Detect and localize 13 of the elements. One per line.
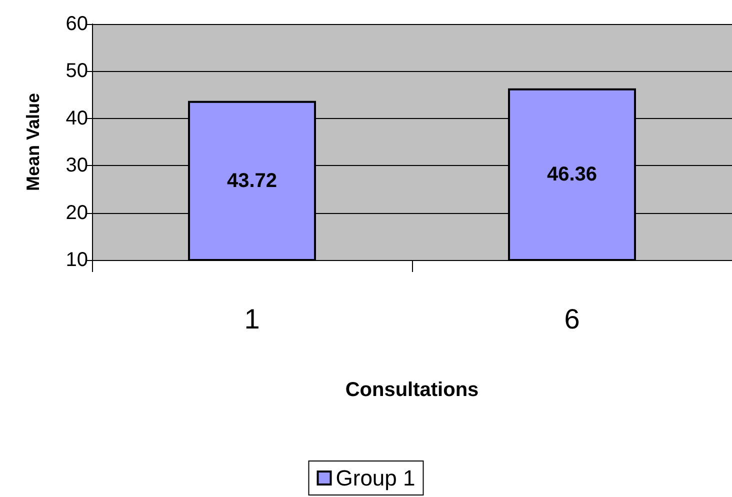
- legend-label: Group 1: [336, 466, 416, 490]
- data-label: 46.36: [546, 164, 598, 186]
- y-tick-label: 50: [66, 60, 88, 82]
- y-tick-label: 30: [66, 154, 88, 177]
- x-tick-label: 6: [564, 304, 580, 334]
- x-tick-label: 1: [244, 304, 260, 334]
- y-tick-label: 20: [66, 202, 88, 224]
- x-axis-title: Consultations: [345, 379, 479, 401]
- data-label: 43.72: [226, 170, 278, 192]
- y-tick-label: 40: [66, 107, 88, 130]
- y-tick-label: 60: [66, 13, 88, 35]
- y-tick-label: 10: [66, 249, 88, 271]
- y-axis-title: Mean Value: [23, 92, 43, 192]
